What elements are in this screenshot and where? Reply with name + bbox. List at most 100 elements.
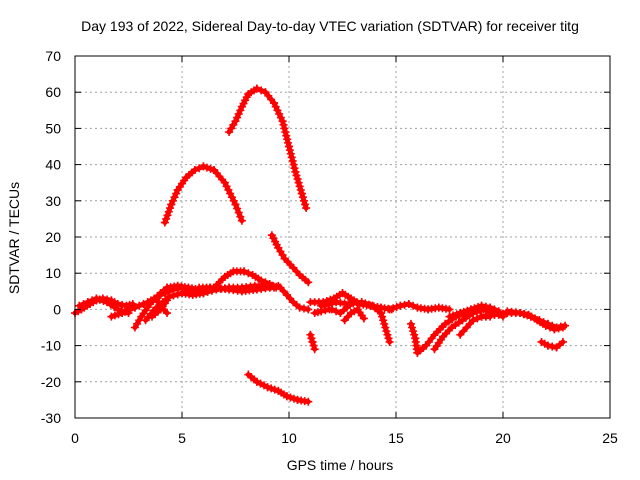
data-point: [304, 397, 313, 406]
x-tick-label: 10: [281, 430, 297, 446]
data-point: [280, 124, 289, 133]
data-point: [291, 167, 300, 176]
data-point: [289, 394, 298, 403]
data-point: [548, 342, 557, 351]
data-point: [380, 319, 389, 328]
y-tick-label: -20: [41, 374, 61, 390]
data-point: [285, 142, 293, 151]
data-point: [278, 117, 287, 126]
data-point: [272, 282, 281, 291]
data-point: [456, 309, 465, 318]
y-tick-label: 20: [45, 229, 61, 245]
data-point: [474, 302, 483, 311]
y-tick-label: -30: [41, 410, 61, 426]
data-point: [181, 284, 190, 293]
data-point: [449, 311, 458, 320]
data-point: [257, 86, 266, 95]
series-arc-k: [225, 84, 311, 213]
data-point: [252, 84, 261, 93]
data-point: [160, 218, 169, 227]
data-point: [364, 300, 373, 309]
data-point: [307, 334, 316, 343]
y-tick-label: 40: [45, 157, 61, 173]
data-point: [409, 301, 418, 310]
data-point: [293, 175, 302, 184]
data-point: [234, 208, 243, 217]
data-point: [283, 135, 292, 144]
series-arc-n: [244, 370, 313, 406]
series-arc-x: [445, 301, 503, 321]
data-point: [381, 323, 390, 332]
y-tick-label: 50: [45, 120, 61, 136]
data-point: [552, 323, 561, 332]
data-point: [240, 267, 249, 276]
data-point: [320, 300, 329, 309]
data-point: [392, 302, 401, 311]
x-tick-label: 0: [71, 430, 79, 446]
data-point: [226, 189, 235, 198]
data-point: [195, 164, 204, 173]
data-point: [406, 319, 415, 328]
data-point: [296, 185, 305, 194]
data-point: [523, 311, 532, 320]
data-point: [556, 322, 565, 331]
y-tick-labels: -30 -20 -10 0 10 20 30 40 50 60 70: [41, 48, 61, 426]
data-point: [548, 321, 557, 330]
data-point: [359, 314, 368, 323]
data-point: [288, 156, 297, 165]
data-point: [162, 214, 171, 223]
data-point: [79, 299, 88, 308]
data-point: [410, 330, 419, 339]
data-point: [302, 204, 311, 213]
data-point: [383, 330, 392, 339]
data-point: [561, 321, 570, 330]
data-point: [206, 164, 215, 173]
data-point: [543, 341, 552, 350]
series-arc-p: [310, 305, 334, 318]
data-point: [130, 303, 139, 312]
data-point: [75, 301, 84, 310]
series-arc-aa: [503, 307, 570, 332]
data-point: [304, 305, 313, 314]
data-point: [164, 207, 173, 216]
y-axis-label: SDTVAR / TECUs: [6, 182, 22, 294]
data-point: [289, 160, 298, 169]
series-arc-b: [75, 294, 133, 318]
data-point: [236, 106, 245, 115]
data-point: [163, 211, 172, 220]
data-point: [486, 303, 495, 312]
data-point: [275, 109, 284, 118]
data-point: [233, 113, 242, 122]
data-point: [379, 316, 388, 325]
data-point: [286, 393, 295, 402]
data-point: [167, 200, 176, 209]
grid: [75, 56, 610, 418]
data-point: [152, 294, 161, 303]
series-arc-t: [317, 298, 394, 346]
data-point: [172, 189, 181, 198]
data-point: [535, 316, 544, 325]
data-point: [357, 298, 366, 307]
data-point: [306, 330, 315, 339]
y-tick-label: 70: [45, 48, 61, 64]
data-point: [163, 296, 172, 305]
tick-marks: [74, 55, 611, 419]
data-point: [445, 312, 454, 321]
data-point: [287, 153, 296, 162]
data-point: [227, 193, 236, 202]
data-point: [332, 307, 341, 316]
data-point: [328, 299, 337, 308]
data-point: [309, 341, 318, 350]
data-point: [282, 392, 291, 401]
data-point: [295, 303, 304, 312]
data-point: [295, 182, 304, 191]
data-point: [273, 106, 282, 115]
data-point: [126, 305, 135, 314]
data-point: [110, 311, 119, 320]
data-point: [361, 299, 370, 308]
y-tick-label: 10: [45, 265, 61, 281]
data-point: [382, 327, 391, 336]
data-point: [99, 296, 108, 305]
data-point: [260, 381, 269, 390]
data-point: [298, 193, 307, 202]
